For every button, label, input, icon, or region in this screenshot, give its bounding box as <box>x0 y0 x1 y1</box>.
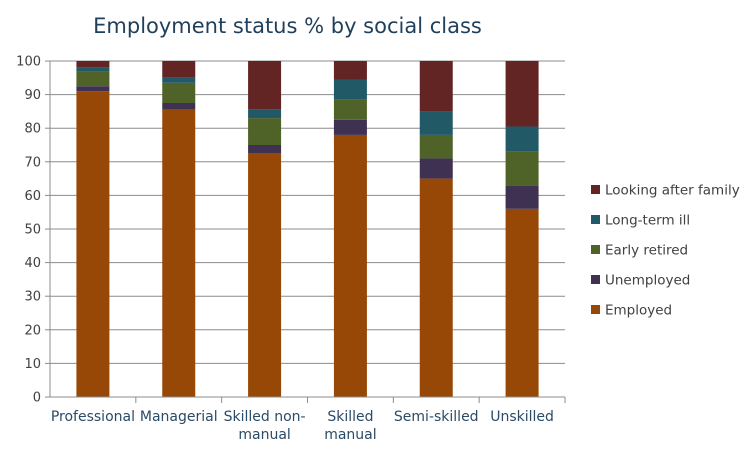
y-tick-label: 40 <box>24 256 41 271</box>
bar-segment <box>162 103 196 110</box>
x-category-label: manual <box>238 427 290 443</box>
legend-label: Employed <box>605 303 672 319</box>
bar-segment <box>248 145 282 154</box>
legend: Looking after family Long-term ill Early r… <box>591 183 740 319</box>
y-tick-label: 80 <box>24 122 41 137</box>
bar-segment <box>76 61 110 68</box>
bar-segment <box>419 134 453 159</box>
bar-segment <box>419 158 453 179</box>
bar-segment <box>162 77 196 83</box>
bar-segment <box>248 109 282 119</box>
bar-segment <box>505 185 539 209</box>
y-tick-label: 50 <box>24 223 41 238</box>
bar-segment <box>76 67 110 72</box>
chart-title: Employment status % by social class <box>93 14 482 38</box>
legend-label: Looking after family <box>605 183 740 199</box>
y-tick-label: 0 <box>33 391 41 406</box>
bar-segment <box>76 71 110 87</box>
bar-segment <box>419 61 453 112</box>
bar-segment <box>248 61 282 110</box>
bar-segment <box>248 153 282 397</box>
legend-swatch <box>591 245 600 254</box>
bar-segment <box>76 86 110 92</box>
bar-segment <box>333 61 367 80</box>
bar-segment <box>76 91 110 398</box>
bar-segment <box>162 109 196 397</box>
bar-segment <box>333 79 367 100</box>
axes: 0 10 20 30 40 50 60 70 80 90 100 Professional Manage… <box>16 55 566 443</box>
x-category-label: manual <box>324 427 376 443</box>
legend-swatch <box>591 185 600 194</box>
bar-segment <box>505 208 539 397</box>
bar-segment <box>162 82 196 103</box>
y-tick-label: 30 <box>24 290 41 305</box>
bar-segment <box>505 126 539 152</box>
legend-label: Early retired <box>605 243 688 259</box>
y-tick-label: 100 <box>16 55 41 70</box>
y-tick-label: 70 <box>24 155 41 170</box>
x-category-label: Managerial <box>140 409 218 425</box>
legend-label: Unemployed <box>605 273 690 289</box>
bar-segment <box>505 61 539 127</box>
legend-swatch <box>591 305 600 314</box>
y-tick-label: 20 <box>24 323 41 338</box>
bar-segment <box>248 118 282 145</box>
y-tick-label: 10 <box>24 357 41 372</box>
legend-swatch <box>591 275 600 284</box>
bars <box>76 61 539 398</box>
x-category-label: Skilled <box>327 409 373 425</box>
y-tick-label: 60 <box>24 189 41 204</box>
bar-segment <box>419 178 453 397</box>
x-category-label: Semi-skilled <box>394 409 479 425</box>
bar-segment <box>505 151 539 186</box>
x-category-label: Skilled non- <box>224 409 306 425</box>
bar-segment <box>419 111 453 135</box>
gridlines <box>50 60 565 364</box>
x-category-label: Professional <box>51 409 135 425</box>
y-tick-label: 90 <box>24 88 41 103</box>
x-category-label: Unskilled <box>490 409 554 425</box>
bar-segment <box>333 99 367 120</box>
legend-swatch <box>591 215 600 224</box>
legend-label: Long-term ill <box>605 213 690 229</box>
bar-segment <box>333 119 367 135</box>
bar-segment <box>162 61 196 78</box>
bar-segment <box>333 134 367 398</box>
